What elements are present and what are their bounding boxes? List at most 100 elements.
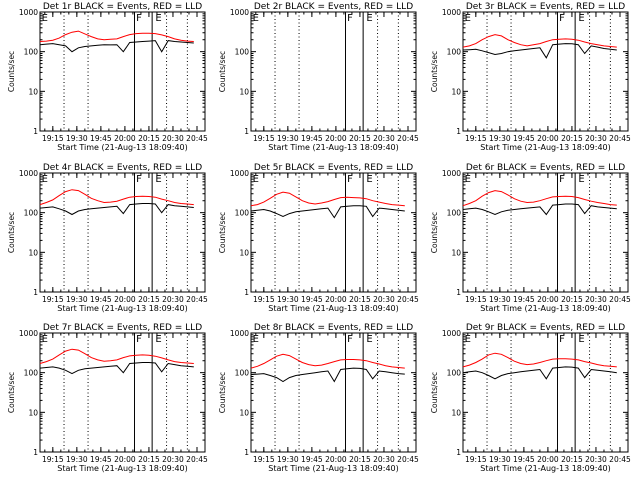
x-tick-label: 20:15	[138, 134, 160, 143]
x-tick-label: 19:30	[66, 295, 88, 304]
y-tick-label: 1000	[442, 169, 461, 178]
x-tick-label: 20:15	[561, 134, 583, 143]
x-tick-label: 20:45	[186, 134, 208, 143]
flag-label: F	[559, 334, 565, 345]
y-tick-label: 100	[24, 48, 39, 57]
plot-frame	[462, 332, 629, 453]
panel-title: Det 9r BLACK = Events, RED = LLD	[466, 323, 625, 333]
x-tick-label: 19:45	[513, 295, 535, 304]
x-tick-label: 19:30	[66, 455, 88, 464]
x-axis-label: Start Time (21-Aug-13 18:09:40)	[268, 143, 399, 152]
panel-9: Det 9r BLACK = Events, RED = LLD 1 10 100 10…	[430, 323, 631, 473]
events-series-line	[462, 203, 617, 216]
panel-title: Det 1r BLACK = Events, RED = LLD	[43, 2, 202, 12]
y-tick-label: 1	[244, 288, 249, 297]
flag-label: E	[578, 174, 584, 185]
lld-series-line	[39, 348, 194, 364]
x-tick-label: 20:00	[537, 134, 559, 143]
y-tick-label: 100	[24, 369, 39, 378]
y-tick-label: 1	[33, 127, 38, 136]
flag-label: E	[155, 13, 161, 24]
plot-frame	[250, 172, 417, 293]
x-tick-label: 19:15	[465, 455, 487, 464]
panel-title: Det 4r BLACK = Events, RED = LLD	[43, 163, 202, 173]
y-tick-label: 1	[456, 448, 461, 457]
y-tick-label: 10	[451, 408, 461, 417]
lld-series-line	[39, 30, 194, 42]
x-tick-label: 19:15	[465, 134, 487, 143]
y-tick-label: 1	[33, 288, 38, 297]
x-tick-label: 20:45	[397, 295, 419, 304]
x-tick-label: 20:15	[138, 295, 160, 304]
y-tick-label: 100	[235, 369, 250, 378]
x-tick-label: 20:00	[325, 455, 347, 464]
y-axis-label: Counts/sec	[7, 212, 16, 253]
y-tick-label: 1000	[19, 329, 38, 338]
x-axis-label: Start Time (21-Aug-13 18:09:40)	[480, 304, 611, 313]
y-tick-label: 1	[456, 288, 461, 297]
x-tick-label: 20:30	[585, 455, 607, 464]
x-tick-label: 20:30	[162, 134, 184, 143]
events-series-line	[39, 40, 194, 53]
plot-frame	[250, 332, 417, 453]
flag-label: E	[42, 174, 48, 185]
x-tick-label: 20:15	[138, 455, 160, 464]
y-tick-label: 1	[244, 127, 249, 136]
x-axis-label: Start Time (21-Aug-13 18:09:40)	[268, 464, 399, 473]
x-tick-label: 19:30	[489, 455, 511, 464]
x-tick-label: 19:30	[277, 455, 299, 464]
x-axis-label: Start Time (21-Aug-13 18:09:40)	[268, 304, 399, 313]
x-tick-label: 20:15	[349, 455, 371, 464]
x-tick-label: 19:45	[90, 134, 112, 143]
y-tick-label: 100	[447, 369, 462, 378]
x-tick-label: 19:15	[42, 134, 64, 143]
flag-label: E	[578, 334, 584, 345]
y-axis-label: Counts/sec	[218, 372, 227, 413]
flag-label: E	[155, 334, 161, 345]
flag-label: E	[465, 334, 471, 345]
flag-label: F	[347, 13, 353, 24]
y-axis-label: Counts/sec	[7, 372, 16, 413]
panel-title: Det 3r BLACK = Events, RED = LLD	[466, 2, 625, 12]
flag-label: F	[559, 174, 565, 185]
x-tick-label: 19:30	[489, 134, 511, 143]
x-tick-label: 20:30	[162, 455, 184, 464]
panel-1: Det 1r BLACK = Events, RED = LLD 1 10 100 10…	[7, 2, 208, 152]
y-tick-label: 1000	[442, 8, 461, 17]
x-tick-label: 19:30	[66, 134, 88, 143]
x-axis-label: Start Time (21-Aug-13 18:09:40)	[57, 304, 188, 313]
y-tick-label: 10	[28, 87, 38, 96]
x-tick-label: 20:15	[349, 134, 371, 143]
x-tick-label: 19:30	[489, 295, 511, 304]
panel-5: Det 5r BLACK = Events, RED = LLD 1 10 100 10…	[218, 163, 419, 313]
y-tick-label: 10	[239, 408, 249, 417]
flag-label: E	[253, 174, 259, 185]
x-tick-label: 20:00	[114, 134, 136, 143]
events-series-line	[462, 43, 617, 59]
flag-label: F	[136, 174, 142, 185]
x-tick-label: 20:00	[325, 134, 347, 143]
x-tick-label: 19:30	[277, 295, 299, 304]
y-tick-label: 1000	[19, 8, 38, 17]
y-tick-label: 100	[235, 48, 250, 57]
x-axis-label: Start Time (21-Aug-13 18:09:40)	[57, 143, 188, 152]
x-tick-label: 20:00	[537, 295, 559, 304]
y-axis-label: Counts/sec	[218, 212, 227, 253]
flag-label: E	[578, 13, 584, 24]
x-tick-label: 20:15	[561, 295, 583, 304]
y-tick-label: 1000	[442, 329, 461, 338]
flag-label: F	[136, 13, 142, 24]
x-tick-label: 19:45	[301, 455, 323, 464]
flag-label: E	[366, 13, 372, 24]
y-tick-label: 1	[33, 448, 38, 457]
flag-label: F	[347, 174, 353, 185]
plot-frame	[39, 11, 206, 132]
y-axis-label: Counts/sec	[430, 372, 439, 413]
y-axis-label: Counts/sec	[7, 51, 16, 92]
x-tick-label: 19:45	[301, 295, 323, 304]
panel-7: Det 7r BLACK = Events, RED = LLD 1 10 100 10…	[7, 323, 208, 473]
panel-title: Det 7r BLACK = Events, RED = LLD	[43, 323, 202, 333]
x-tick-label: 20:00	[114, 295, 136, 304]
lld-series-line	[462, 352, 617, 368]
y-tick-label: 100	[447, 209, 462, 218]
